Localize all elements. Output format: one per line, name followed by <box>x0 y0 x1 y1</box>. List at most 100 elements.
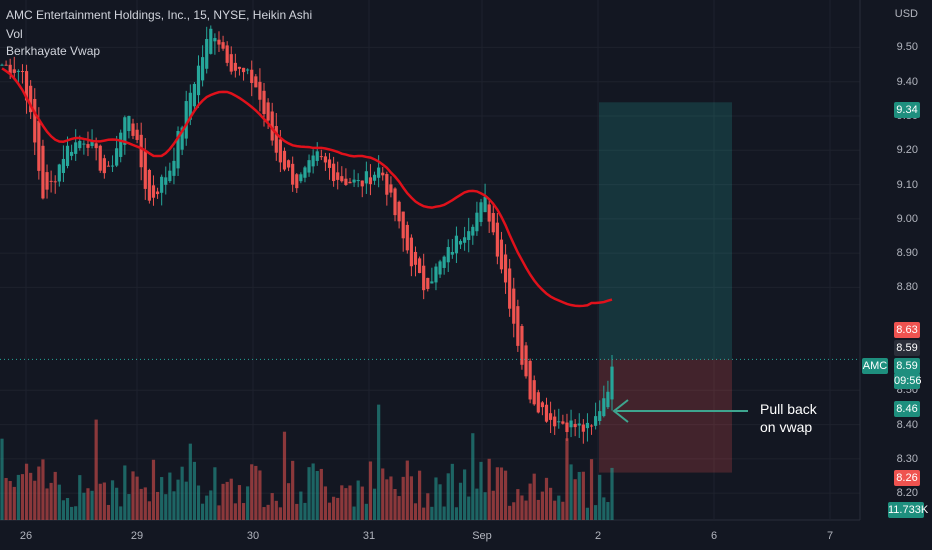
volume-bar <box>503 470 508 520</box>
volume-bar <box>397 496 401 520</box>
stop-price-tag: 8.26 <box>894 470 920 486</box>
candle-body <box>53 181 57 183</box>
volume-bar <box>520 495 524 520</box>
vwap-path <box>1 67 613 308</box>
volume-bar <box>131 471 135 520</box>
candle-body <box>467 231 471 241</box>
volume-bar <box>282 431 287 520</box>
volume-bar <box>217 505 221 520</box>
volume-bar <box>364 503 368 520</box>
candle-body <box>266 102 270 121</box>
candle-body <box>602 398 606 417</box>
candle-body <box>454 235 459 254</box>
candle-body <box>332 163 336 182</box>
candle-body <box>274 126 278 153</box>
volume-bar <box>119 506 123 520</box>
volume-bar <box>192 461 197 520</box>
candle-body <box>417 258 422 274</box>
volume-bar <box>233 503 237 520</box>
candle-body <box>340 176 344 182</box>
volume-bar <box>463 469 467 520</box>
candle-body <box>20 71 25 73</box>
volume-bar <box>303 502 307 520</box>
candle-body <box>201 57 205 81</box>
volume-bar <box>393 488 397 520</box>
time-tick-label: 26 <box>19 530 33 542</box>
candle-body <box>225 45 229 63</box>
volume-bar <box>553 500 557 520</box>
volume-bar <box>356 480 360 520</box>
volume-bar <box>147 501 151 520</box>
volume-bar <box>24 463 29 520</box>
vwap-line <box>1 67 613 308</box>
candle-body <box>24 71 29 101</box>
candle-body <box>258 81 262 100</box>
candle-body <box>528 360 532 400</box>
candle-body <box>29 85 33 113</box>
volume-bar <box>327 502 332 520</box>
candle-body <box>0 64 4 66</box>
volume-bar <box>98 483 102 520</box>
candle-body <box>168 170 172 182</box>
candle-body <box>286 160 291 168</box>
volume-bar <box>258 470 262 520</box>
volume-bar <box>385 479 389 520</box>
candle-body <box>499 239 504 270</box>
candle-body <box>422 265 426 291</box>
bar-countdown-tag: 09:56 <box>894 373 922 389</box>
candle-body <box>360 180 364 187</box>
volume-bar <box>598 474 602 520</box>
candle-body <box>278 139 282 163</box>
volume-bar <box>37 466 41 520</box>
candle-body <box>495 222 499 257</box>
vwap-indicator-label[interactable]: Berkhayate Vwap <box>6 44 101 58</box>
candle-body <box>323 156 328 163</box>
volume-bar <box>291 460 295 520</box>
volume-bar <box>299 491 303 520</box>
volume-bar <box>205 495 209 520</box>
volume-bar <box>336 497 340 520</box>
time-tick-label: Sep <box>472 530 492 542</box>
candle-body <box>327 159 332 168</box>
candle-body <box>115 148 119 166</box>
candle-body <box>381 172 385 176</box>
volume-bar <box>417 470 422 520</box>
volume-bar <box>438 484 442 520</box>
volume-bar <box>221 483 225 520</box>
candle-body <box>12 69 16 73</box>
volume-bar <box>250 464 254 520</box>
volume-bar <box>495 467 499 520</box>
candle-body <box>213 38 217 42</box>
candle-body <box>577 423 581 426</box>
volume-bar <box>184 481 188 520</box>
candle-body <box>409 237 413 267</box>
candle-body <box>548 413 553 420</box>
candle-body <box>516 306 520 346</box>
volume-bar <box>409 476 413 520</box>
price-tick-label: 9.10 <box>896 178 918 191</box>
volume-bar <box>201 503 205 520</box>
candle-body <box>69 151 74 156</box>
candle-body <box>561 421 565 424</box>
volume-bar <box>229 478 233 520</box>
candle-body <box>33 98 37 143</box>
candle-body <box>135 129 139 140</box>
candle-body <box>581 424 585 432</box>
volume-bar <box>610 467 614 520</box>
candle-body <box>389 184 393 193</box>
candle-body <box>426 277 430 289</box>
volume-bar <box>41 459 45 520</box>
candle-body <box>356 180 360 182</box>
volume-bar <box>78 475 82 520</box>
volume-bar <box>573 479 577 520</box>
candle-body <box>127 116 131 132</box>
volume-bar <box>565 438 569 520</box>
price-tick-label: 8.20 <box>896 487 918 500</box>
volume-bar <box>270 493 274 520</box>
volume-bar <box>372 488 377 520</box>
volume-indicator-label[interactable]: Vol <box>6 27 23 41</box>
volume-bar <box>594 505 598 520</box>
candle-body <box>344 178 348 185</box>
volume-bar <box>90 490 94 520</box>
